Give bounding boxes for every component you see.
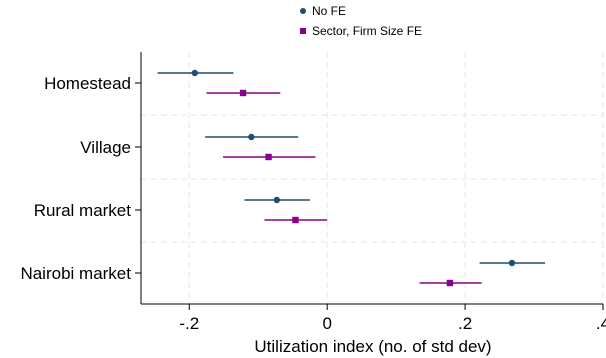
point-estimate-fe: [265, 153, 272, 161]
point-estimate-no-fe: [191, 69, 198, 77]
legend-label: No FE: [312, 4, 346, 18]
category-label: Homestead: [44, 74, 131, 93]
point-estimate-no-fe: [508, 259, 516, 267]
category-label: Rural market: [34, 201, 132, 220]
category-label: Village: [80, 138, 131, 157]
point-estimate-fe: [446, 279, 454, 287]
x-tick-label: -.2: [179, 314, 199, 333]
point-estimate-fe: [292, 216, 299, 224]
category-label: Nairobi market: [20, 264, 131, 283]
point-estimate-fe: [239, 89, 247, 97]
plot-area: [141, 52, 603, 304]
x-axis-title: Utilization index (no. of std dev): [254, 337, 491, 356]
x-tick-label: .2: [458, 314, 472, 333]
point-estimate-no-fe: [248, 133, 255, 141]
legend-marker-no-fe: [300, 8, 306, 14]
x-tick-label: 0: [322, 314, 331, 333]
point-estimate-no-fe: [273, 196, 281, 204]
x-tick-label: .4: [596, 314, 606, 333]
legend-marker-fe: [300, 28, 306, 34]
legend-label: Sector, Firm Size FE: [312, 24, 422, 38]
